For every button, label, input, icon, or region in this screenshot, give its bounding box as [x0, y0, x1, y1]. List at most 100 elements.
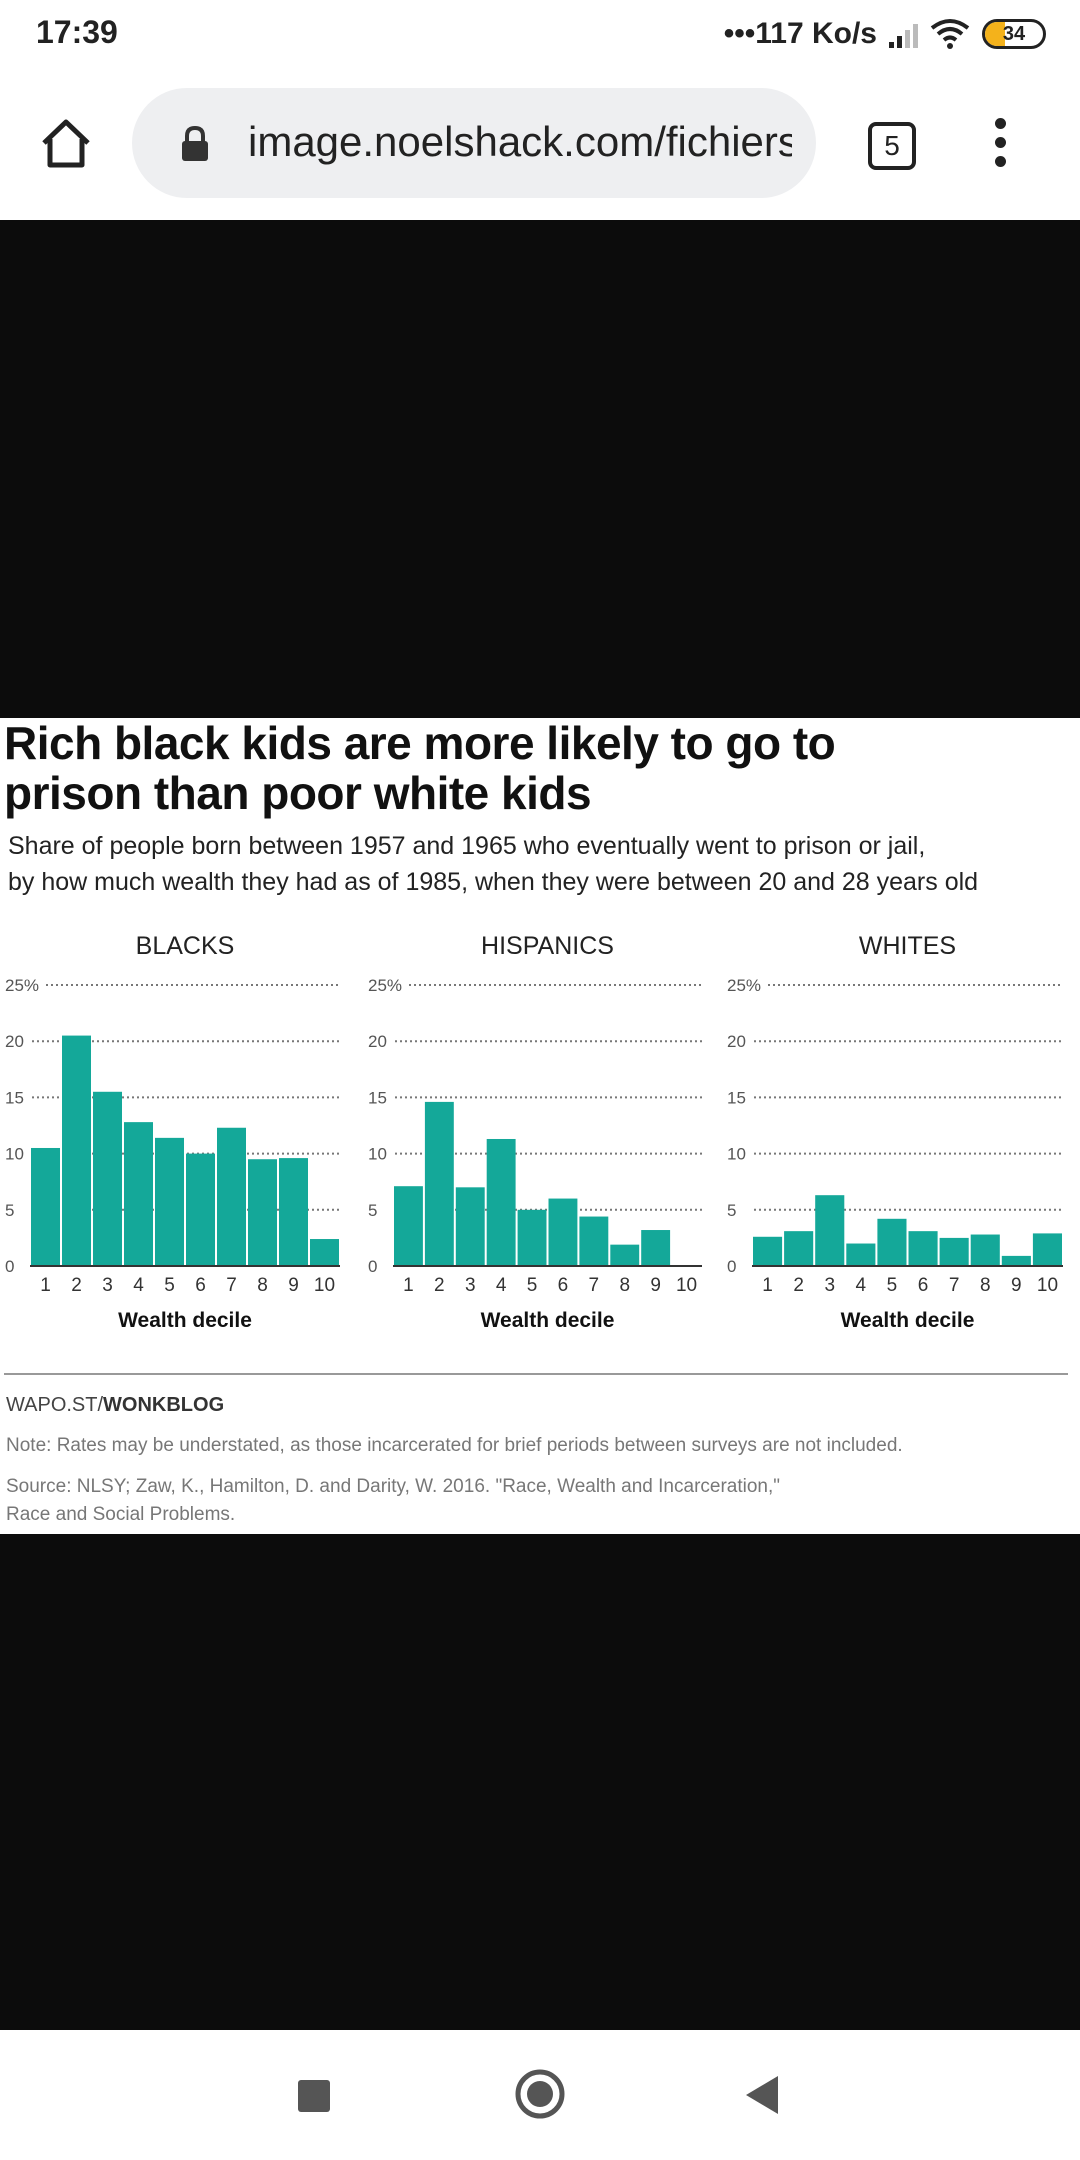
network-speed: •••117 Ko/s: [724, 17, 877, 51]
y-tick-label: 20: [727, 1032, 746, 1051]
x-tick-label: 5: [887, 1275, 898, 1296]
x-tick-label: 6: [195, 1275, 206, 1296]
y-tick-label: 15: [5, 1088, 24, 1107]
source-brand-prefix: WAPO.ST/: [6, 1394, 104, 1416]
x-axis-label: Wealth decile: [841, 1309, 975, 1332]
overflow-menu-icon[interactable]: [985, 118, 1015, 174]
y-tick-label: 25%: [5, 976, 39, 995]
y-tick-label: 5: [368, 1201, 377, 1220]
x-tick-label: 9: [650, 1275, 661, 1296]
chart-image: Rich black kids are more likely to go to…: [0, 718, 1080, 1534]
bar: [155, 1137, 184, 1266]
headline-line-2: prison than poor white kids: [4, 767, 592, 819]
x-tick-label: 6: [918, 1275, 929, 1296]
chart-title: WHITES: [859, 932, 956, 960]
status-indicators: •••117 Ko/s 34: [724, 14, 1046, 54]
x-tick-label: 7: [226, 1275, 237, 1296]
headline-line-1: Rich black kids are more likely to go to: [4, 717, 836, 769]
source-brand-name: WONKBLOG: [103, 1394, 225, 1416]
x-axis-label: Wealth decile: [481, 1309, 615, 1332]
bar: [1032, 1233, 1062, 1266]
x-tick-label: 4: [133, 1275, 144, 1296]
bar: [970, 1234, 1000, 1266]
y-tick-label: 15: [727, 1088, 746, 1107]
battery-icon: 34: [982, 19, 1046, 49]
y-tick-label: 10: [5, 1145, 24, 1164]
bar: [455, 1187, 485, 1266]
y-tick-label: 25%: [727, 976, 761, 995]
x-tick-label: 9: [288, 1275, 299, 1296]
x-tick-label: 10: [1037, 1275, 1058, 1296]
bar: [424, 1101, 454, 1266]
bar: [486, 1138, 516, 1266]
source-brand: WAPO.ST/WONKBLOG: [6, 1394, 224, 1417]
url-text[interactable]: image.noelshack.com/fichiers: [248, 118, 792, 165]
x-tick-label: 5: [164, 1275, 175, 1296]
y-tick-label: 0: [727, 1257, 736, 1276]
bar: [877, 1218, 907, 1266]
y-tick-label: 10: [727, 1145, 746, 1164]
x-tick-label: 6: [558, 1275, 569, 1296]
network-speed-value: 117 Ko/s: [755, 17, 877, 50]
x-tick-label: 3: [465, 1275, 476, 1296]
headline: Rich black kids are more likely to go to…: [4, 718, 1064, 818]
bar: [310, 1239, 339, 1266]
x-tick-label: 2: [434, 1275, 445, 1296]
x-axis-label: Wealth decile: [118, 1309, 252, 1332]
bar: [784, 1231, 814, 1266]
x-tick-label: 8: [619, 1275, 630, 1296]
bar: [248, 1159, 277, 1266]
x-tick-label: 7: [589, 1275, 600, 1296]
back-button[interactable]: [744, 2074, 780, 2116]
chart-title: BLACKS: [136, 932, 235, 960]
address-bar[interactable]: image.noelshack.com/fichiers: [132, 88, 816, 198]
bar: [610, 1244, 640, 1266]
x-tick-label: 2: [71, 1275, 82, 1296]
source-line-1: Source: NLSY; Zaw, K., Hamilton, D. and …: [6, 1476, 781, 1497]
chart-source: Source: NLSY; Zaw, K., Hamilton, D. and …: [6, 1473, 906, 1529]
x-tick-label: 3: [824, 1275, 835, 1296]
x-tick-label: 4: [496, 1275, 507, 1296]
battery-fill: [985, 22, 1005, 46]
y-tick-label: 15: [368, 1088, 387, 1107]
y-tick-label: 0: [368, 1257, 377, 1276]
x-tick-label: 4: [856, 1275, 867, 1296]
x-tick-label: 8: [257, 1275, 268, 1296]
tab-switcher-button[interactable]: 5: [868, 122, 916, 170]
bar: [641, 1230, 671, 1266]
chart-note: Note: Rates may be understated, as those…: [6, 1435, 903, 1456]
x-tick-label: 10: [676, 1275, 697, 1296]
x-tick-label: 7: [949, 1275, 960, 1296]
y-tick-label: 5: [727, 1201, 736, 1220]
y-tick-label: 0: [5, 1257, 14, 1276]
subheadline: Share of people born between 1957 and 19…: [8, 828, 1068, 900]
bar: [124, 1122, 153, 1266]
subhead-line-1: Share of people born between 1957 and 19…: [8, 832, 926, 860]
y-tick-label: 10: [368, 1145, 387, 1164]
x-tick-label: 9: [1011, 1275, 1022, 1296]
bar: [394, 1186, 423, 1266]
dots-icon: •••: [723, 17, 756, 50]
bar: [517, 1209, 547, 1266]
x-tick-label: 5: [527, 1275, 538, 1296]
home-icon[interactable]: [38, 115, 94, 171]
battery-level: 34: [1002, 23, 1026, 45]
bar: [279, 1158, 308, 1266]
recents-button[interactable]: [298, 2080, 330, 2112]
bar: [217, 1127, 246, 1266]
home-button[interactable]: [514, 2068, 566, 2120]
bar: [62, 1035, 91, 1266]
subhead-line-2: by how much wealth they had as of 1985, …: [8, 868, 979, 896]
bar: [579, 1216, 609, 1266]
bar: [31, 1147, 60, 1266]
signal-icon: [889, 20, 918, 48]
bar: [93, 1091, 122, 1266]
x-tick-label: 8: [980, 1275, 991, 1296]
x-tick-label: 10: [314, 1275, 335, 1296]
x-tick-label: 1: [403, 1275, 414, 1296]
x-tick-label: 2: [793, 1275, 804, 1296]
source-line-2: Race and Social Problems.: [6, 1504, 236, 1525]
bar: [815, 1195, 845, 1266]
bar: [939, 1237, 969, 1266]
